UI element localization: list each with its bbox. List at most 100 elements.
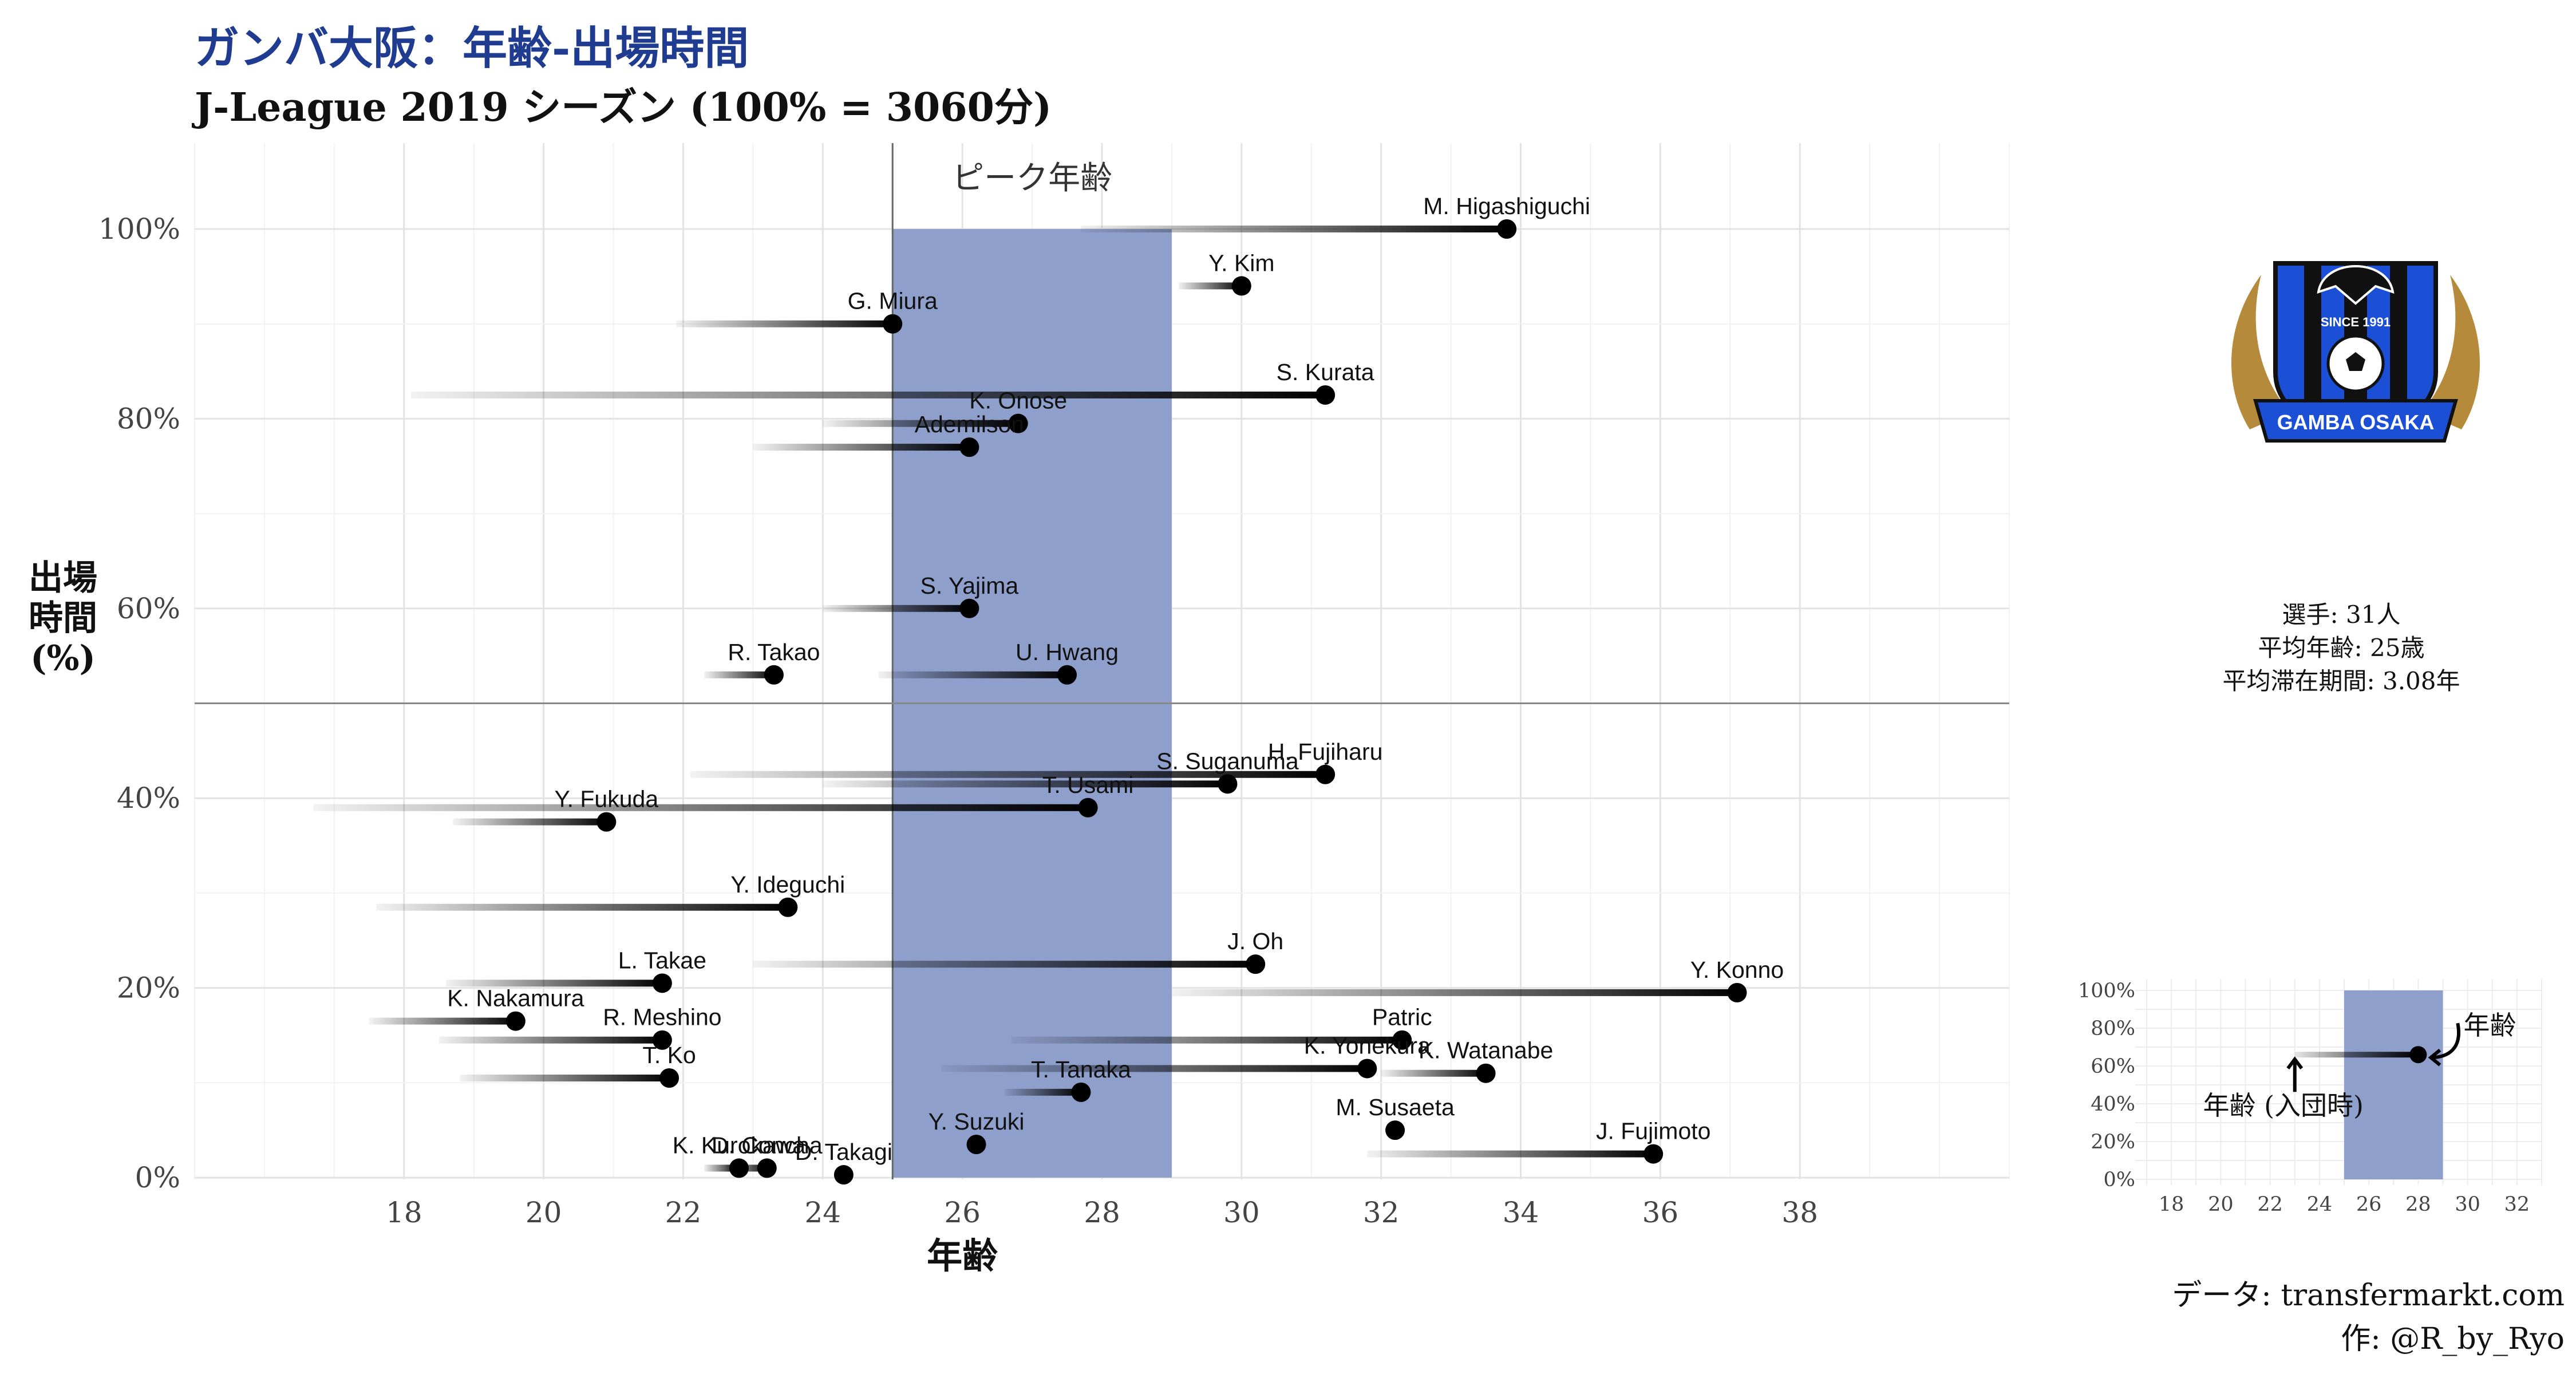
player-label: S. Kurata — [1277, 359, 1374, 385]
player-label: L. Takae — [618, 947, 706, 973]
player-point — [659, 1068, 679, 1088]
player-point — [1057, 665, 1077, 685]
y-tick-label: 40% — [117, 781, 180, 815]
player-trails — [313, 226, 1737, 1172]
player-point — [966, 1135, 986, 1155]
y-tick-label: 60% — [117, 592, 180, 625]
tenure-trail — [704, 671, 774, 678]
legend-peak-band — [2344, 990, 2443, 1179]
player-point — [1385, 1120, 1405, 1140]
player-label: K. Yonekura — [1304, 1032, 1431, 1059]
player-point — [883, 314, 903, 334]
y-tick-label: 0% — [135, 1161, 180, 1194]
laurel-left-icon — [2231, 275, 2290, 429]
tenure-trail — [453, 818, 607, 826]
peak-age-label: ピーク年齢 — [952, 160, 1112, 197]
player-point — [1357, 1059, 1377, 1079]
legend-x-tick-label: 32 — [2504, 1193, 2530, 1216]
laurel-right-icon — [2421, 275, 2480, 429]
player-label: M. Susaeta — [1336, 1094, 1455, 1120]
legend-peak-rect — [2344, 990, 2443, 1179]
tenure-trail — [753, 444, 970, 451]
y-tick-label: 100% — [98, 212, 180, 246]
player-point — [959, 598, 979, 618]
tenure-trail — [676, 320, 893, 327]
player-point — [1727, 982, 1747, 1002]
legend-chart: 18 20 22 24 26 28 30 32 0% 20% 40% 60% 80% 100% 年齢 (入… — [2078, 979, 2542, 1216]
player-point — [1008, 413, 1028, 433]
team-stats: 選手: 31人 平均年齢: 25歳 平均滞在期間: 3.08年 — [2147, 598, 2536, 698]
tenure-trail — [690, 771, 1326, 778]
player-label: D. Concha — [712, 1132, 823, 1158]
player-label: S. Suganuma — [1156, 748, 1299, 774]
player-label: Y. Ideguchi — [730, 871, 845, 898]
legend-example: 年齢 (入団時) 年齢 — [2203, 1010, 2516, 1121]
team-logo: SINCE 1991 GAMBA OSAKA — [2231, 261, 2480, 443]
tenure-trail — [823, 780, 1228, 788]
logo-text: GAMBA OSAKA — [2277, 410, 2435, 434]
main-chart: M. Higashiguchi Y. Kim G. Miura S. Kurata K.… — [98, 143, 2010, 1277]
player-label: T. Ko — [642, 1042, 696, 1068]
legend-y-tick-label: 0% — [2103, 1168, 2135, 1191]
legend-x-tick-label: 18 — [2159, 1193, 2184, 1216]
legend-axis-ticks: 18 20 22 24 26 28 30 32 0% 20% 40% 60% 80% 100% — [2078, 980, 2530, 1216]
y-tick-label: 80% — [117, 402, 180, 435]
legend-y-tick-label: 20% — [2091, 1131, 2135, 1154]
player-point — [1643, 1144, 1664, 1164]
stat-average-tenure: 平均滞在期間: 3.08年 — [2222, 667, 2460, 695]
x-tick-label: 18 — [386, 1196, 422, 1229]
player-label: Patric — [1372, 1004, 1432, 1030]
tenure-trail — [1171, 989, 1737, 996]
y-tick-label: 20% — [117, 972, 180, 1005]
player-point — [652, 973, 672, 993]
legend-x-tick-label: 22 — [2257, 1193, 2283, 1216]
tenure-trail — [878, 671, 1068, 678]
player-point — [1218, 774, 1238, 794]
x-tick-label: 20 — [526, 1196, 562, 1229]
x-tick-label: 26 — [944, 1196, 981, 1229]
player-label: S. Yajima — [920, 572, 1019, 599]
axis-ticks: 18 20 22 24 26 28 30 32 34 36 38 0% 20% 40% 60% 80% 100% — [98, 212, 1818, 1229]
player-point — [652, 1030, 672, 1050]
stat-players: 選手: 31人 — [2282, 601, 2401, 629]
player-point — [1497, 219, 1517, 239]
author-credit: 作: @R_by_Ryo — [2341, 1322, 2565, 1356]
x-tick-label: 22 — [665, 1196, 702, 1229]
player-label: K. Watanabe — [1419, 1037, 1554, 1064]
tenure-trail — [1381, 1069, 1486, 1077]
tenure-trail — [823, 605, 970, 612]
x-tick-label: 32 — [1363, 1196, 1400, 1229]
player-point — [1071, 1082, 1091, 1102]
eagle-icon — [2317, 265, 2395, 305]
player-point — [596, 812, 617, 832]
player-label: T. Usami — [1042, 772, 1133, 798]
logo-since-text: SINCE 1991 — [2321, 315, 2391, 329]
player-point — [778, 897, 798, 917]
tenure-trail — [753, 961, 1256, 968]
player-point — [1392, 1030, 1412, 1050]
tenure-trail — [1011, 1036, 1402, 1044]
x-axis-label: 年齢 — [927, 1235, 998, 1277]
player-point — [1476, 1063, 1496, 1083]
player-label: G. Miura — [848, 288, 938, 314]
tenure-trail — [1081, 226, 1507, 232]
tenure-trail — [410, 391, 1326, 398]
legend-x-tick-label: 30 — [2455, 1193, 2480, 1216]
chart-subtitle: J-League 2019 シーズン (100% = 3060分) — [195, 85, 1052, 131]
x-tick-label: 28 — [1084, 1196, 1120, 1229]
player-label: Y. Konno — [1690, 957, 1784, 983]
player-label: Y. Kim — [1208, 250, 1274, 276]
player-label: K. Onose — [969, 388, 1067, 414]
legend-x-tick-label: 28 — [2405, 1193, 2431, 1216]
player-label: K. Kurokawa — [673, 1132, 806, 1158]
tenure-trail — [823, 420, 1018, 427]
legend-grid — [2135, 979, 2542, 1185]
tenure-trail — [1367, 1150, 1654, 1158]
player-point — [833, 1165, 854, 1185]
tenure-trail — [445, 980, 662, 987]
tenure-trail — [460, 1075, 670, 1082]
x-tick-label: 34 — [1503, 1196, 1539, 1229]
player-label: J. Oh — [1227, 928, 1283, 954]
chart-title: ガンバ大阪：年齢-出場時間 — [195, 22, 749, 74]
y-axis-label: 出場時間 (%) — [29, 558, 97, 678]
